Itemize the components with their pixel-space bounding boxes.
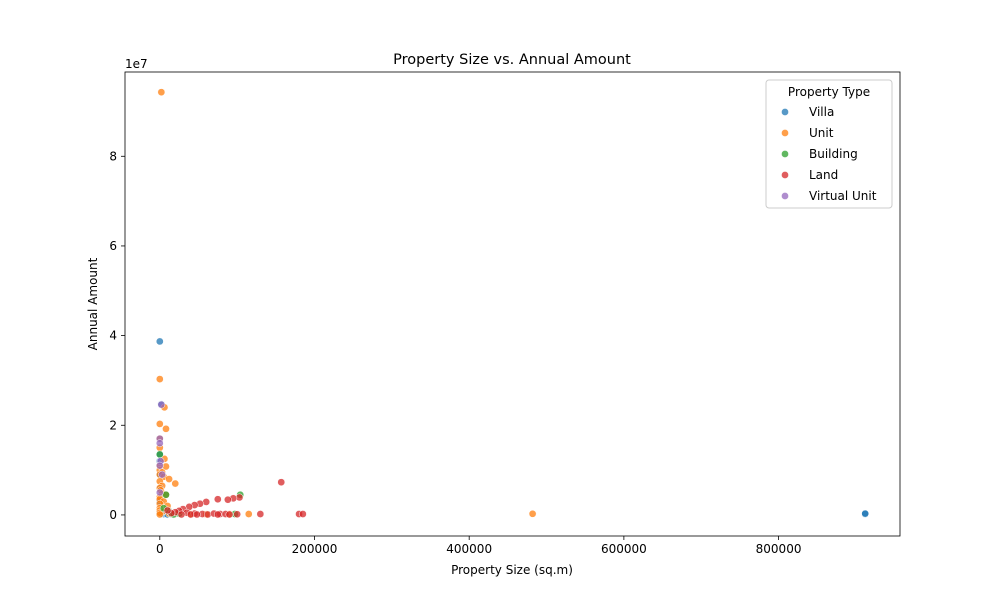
x-axis-ticks: 0 200000 400000 600000 800000 xyxy=(156,536,801,556)
x-axis-label: Property Size (sq.m) xyxy=(451,563,573,577)
y-tick-label: 0 xyxy=(109,508,117,522)
x-tick-label: 800000 xyxy=(756,542,802,556)
data-point xyxy=(155,420,164,428)
legend-label: Unit xyxy=(809,126,834,140)
data-point xyxy=(158,470,166,479)
data-point xyxy=(861,509,870,518)
y-tick-label: 2 xyxy=(109,418,117,432)
data-point xyxy=(155,450,164,459)
y-tick-label: 4 xyxy=(109,329,117,343)
data-point xyxy=(233,510,241,519)
legend-box xyxy=(765,79,893,209)
data-point xyxy=(155,510,164,519)
data-point xyxy=(213,495,222,504)
x-tick-label: 600000 xyxy=(601,542,647,556)
y-tick-label: 8 xyxy=(109,149,117,163)
data-point xyxy=(162,425,170,433)
data-point xyxy=(155,375,164,383)
legend-items: Villa Unit Building Land Virtual Unit xyxy=(781,105,877,203)
data-point xyxy=(224,495,232,504)
data-point xyxy=(155,488,164,497)
data-point xyxy=(244,510,253,518)
plot-area-frame xyxy=(124,71,901,537)
legend-label: Building xyxy=(809,147,858,161)
data-point xyxy=(155,337,164,346)
legend-marker xyxy=(781,150,789,158)
data-point xyxy=(277,478,286,487)
x-tick-label: 0 xyxy=(156,542,164,556)
legend-marker xyxy=(781,192,789,200)
data-point xyxy=(157,400,166,409)
data-point xyxy=(163,506,172,515)
x-tick-label: 400000 xyxy=(446,542,492,556)
legend-marker xyxy=(781,129,789,137)
series-virtual-unit xyxy=(155,400,166,497)
y-axis-offset-label: 1e7 xyxy=(125,57,148,71)
x-tick-label: 200000 xyxy=(292,542,338,556)
series-land xyxy=(163,478,307,519)
legend-label: Land xyxy=(809,168,838,182)
legend: Property Type Villa Unit Building Land Virtu… xyxy=(765,79,893,209)
data-point xyxy=(528,509,537,518)
legend-marker xyxy=(781,108,789,116)
legend-label: Villa xyxy=(809,105,834,119)
data-point xyxy=(157,88,166,97)
data-point xyxy=(193,510,201,519)
y-axis-ticks: 0 2 4 6 8 xyxy=(109,149,125,522)
data-point xyxy=(155,461,164,470)
data-point xyxy=(171,479,180,488)
data-points xyxy=(155,88,870,519)
legend-label: Virtual Unit xyxy=(809,189,877,203)
data-point xyxy=(213,510,222,519)
legend-title: Property Type xyxy=(788,85,870,99)
y-tick-label: 6 xyxy=(109,239,117,253)
legend-marker xyxy=(781,171,789,179)
data-point xyxy=(177,510,186,519)
data-point xyxy=(155,439,164,448)
data-point xyxy=(165,475,173,483)
data-point xyxy=(299,510,307,518)
chart-title: Property Size vs. Annual Amount xyxy=(393,52,631,68)
data-point xyxy=(225,510,234,519)
y-axis-label: Annual Amount xyxy=(86,257,100,350)
data-point xyxy=(256,510,265,518)
